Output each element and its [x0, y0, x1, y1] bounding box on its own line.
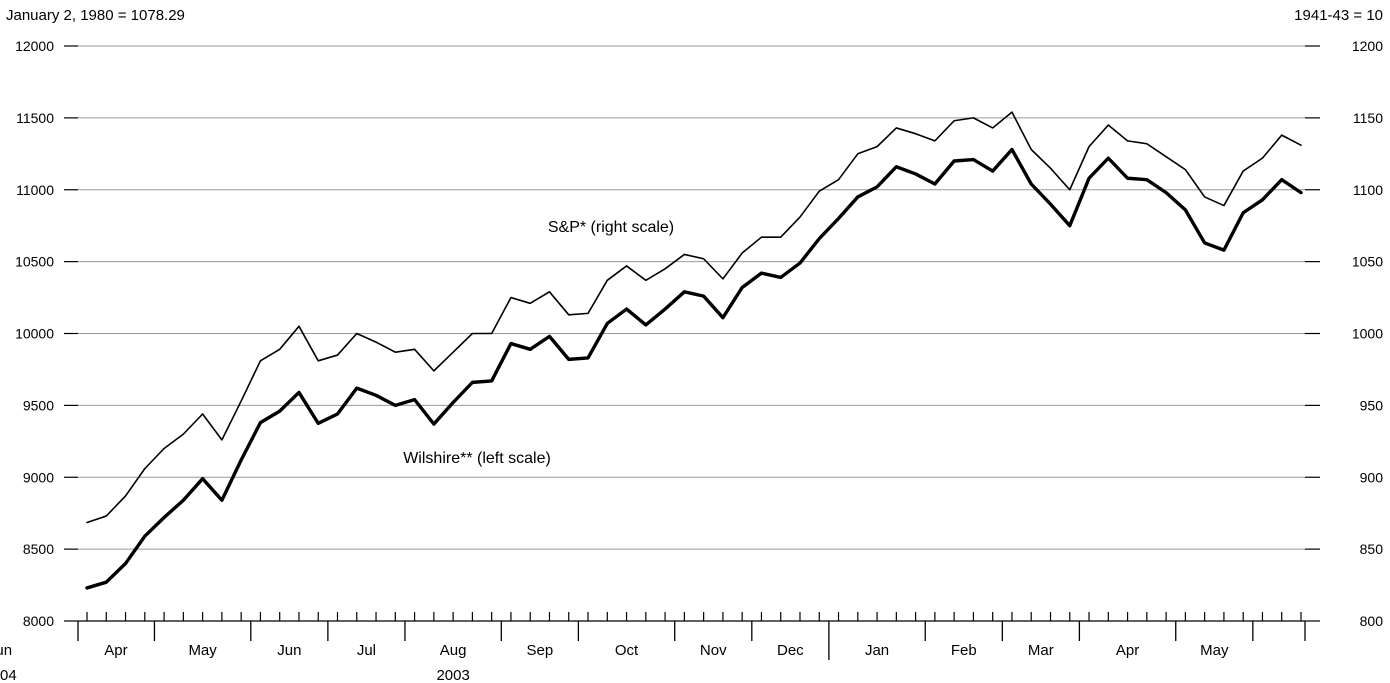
month-label: Sep	[526, 642, 553, 659]
month-label: Dec	[777, 642, 804, 659]
month-label: Feb	[951, 642, 977, 659]
year-label: 2003	[436, 667, 469, 683]
series-label-sp: S&P* (right scale)	[548, 219, 674, 236]
left-tick-label: 12000	[15, 38, 54, 54]
sp-line	[86, 111, 1302, 524]
month-label: Oct	[615, 642, 639, 659]
left-tick-label: 8000	[23, 613, 54, 629]
right-tick-label: 1200	[1352, 38, 1383, 54]
wilshire-line	[85, 147, 1303, 590]
text-labels: 8000 800 8500 850 9000 900 9500 950 10000 1000 105…	[0, 7, 1383, 683]
right-tick-label: 950	[1360, 397, 1384, 413]
right-tick-label: 800	[1360, 613, 1384, 629]
month-label: Aug	[440, 642, 467, 659]
month-label: May	[1200, 642, 1229, 659]
month-label: May	[188, 642, 217, 659]
month-label: Jan	[865, 642, 889, 659]
left-tick-label: 11000	[16, 182, 54, 198]
left-tick-label: 11500	[16, 110, 54, 126]
month-label: Jun	[0, 642, 12, 659]
series-label-wilshire: Wilshire** (left scale)	[403, 450, 551, 467]
month-label: Jun	[277, 642, 301, 659]
right-tick-label: 900	[1360, 469, 1384, 485]
right-tick-label: 1100	[1353, 182, 1383, 198]
gridlines	[78, 45, 1305, 550]
left-tick-label: 8500	[23, 541, 54, 557]
month-label: Nov	[700, 642, 727, 659]
month-label: Apr	[1116, 642, 1139, 659]
right-tick-label: 1000	[1352, 326, 1383, 342]
right-tick-label: 1050	[1352, 254, 1383, 270]
series-lines	[85, 111, 1303, 590]
left-tick-label: 10500	[15, 254, 54, 270]
month-label: Jul	[357, 642, 376, 659]
right-axis-note: 1941-43 = 10	[1294, 7, 1383, 24]
month-label: Apr	[104, 642, 127, 659]
left-tick-label: 10000	[15, 326, 54, 342]
right-tick-label: 850	[1360, 541, 1384, 557]
left-axis-note: January 2, 1980 = 1078.29	[6, 7, 185, 24]
left-tick-label: 9500	[23, 397, 54, 413]
year-label: 2004	[0, 667, 17, 683]
month-label: Mar	[1028, 642, 1054, 659]
axes	[64, 45, 1320, 660]
left-tick-label: 9000	[23, 469, 54, 485]
right-tick-label: 1150	[1353, 110, 1383, 126]
